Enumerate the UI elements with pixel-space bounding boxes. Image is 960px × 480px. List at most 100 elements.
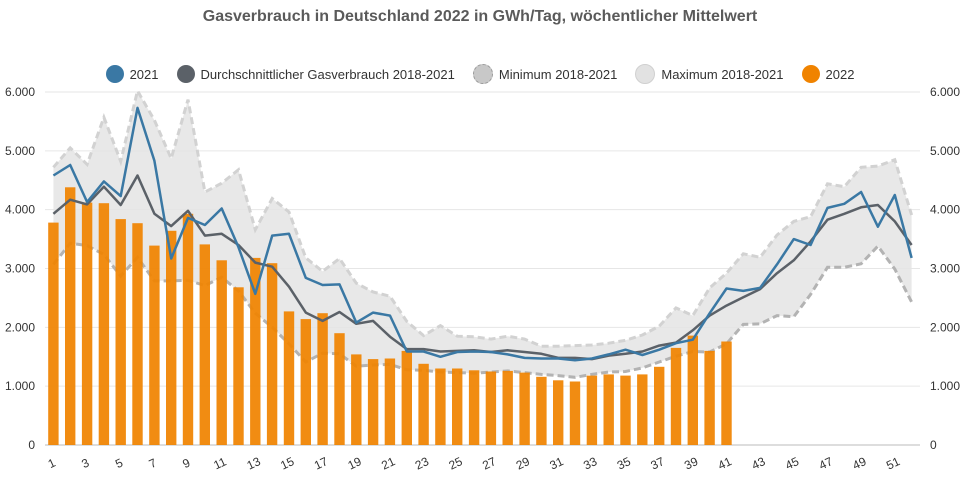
bar-2022-week-29 [519,372,530,445]
y-tick-label-right: 5.000 [930,144,960,158]
chart-legend: 2021 Durchschnittlicher Gasverbrauch 201… [0,64,960,84]
legend-label-maximum: Maximum 2018-2021 [661,66,784,82]
y-tick-label-left: 3.000 [5,262,35,276]
x-tick-label: 35 [615,454,633,472]
y-tick-label-left: 2.000 [5,320,35,334]
x-tick-label: 9 [180,455,192,471]
bar-2022-week-5 [115,219,126,445]
x-tick-label: 1 [46,455,58,471]
bar-2022-week-32 [569,381,581,445]
bar-2022-week-12 [233,287,244,445]
y-tick-label-left: 1.000 [5,379,35,393]
bar-2022-week-22 [401,350,412,445]
bar-2022-week-24 [435,368,446,445]
y-tick-label-left: 6.000 [5,85,35,99]
bar-2022-week-25 [452,368,463,445]
chart-title: Gasverbrauch in Deutschland 2022 in GWh/… [202,8,758,25]
bar-2022-week-10 [199,244,210,445]
legend-item-average[interactable]: Durchschnittlicher Gasverbrauch 2018-202… [176,64,455,84]
bar-2022-week-3 [81,202,93,445]
x-tick-label: 19 [346,454,364,472]
x-tick-label: 15 [278,454,296,472]
x-tick-label: 5 [113,455,125,471]
bar-2022-week-6 [132,223,143,445]
minimum-line [52,241,913,379]
line-2021 [52,106,913,362]
x-tick-label: 49 [850,454,868,472]
bar-2022-week-39 [687,335,698,445]
x-tick-label: 45 [783,454,801,472]
x-tick-label: 37 [648,454,666,472]
bar-2022-week-38 [670,347,682,445]
x-tick-label: 39 [682,454,700,472]
legend-item-2022[interactable]: 2022 [801,64,855,84]
bar-2022-week-14 [266,263,278,445]
bar-2022-week-17 [317,313,328,445]
x-tick-label: 27 [480,454,498,472]
y-tick-label-left: 5.000 [5,144,35,158]
legend-swatch-2022 [801,65,820,83]
legend-swatch-minimum [472,64,493,84]
y-tick-label-right: 2.000 [930,320,960,334]
bar-2022-week-4 [98,203,110,445]
bar-2022-week-41 [721,341,732,445]
y-tick-label-right: 0 [930,438,937,452]
bar-2022-week-31 [553,380,564,445]
x-tick-label: 21 [379,454,397,472]
bar-2022-week-28 [502,370,513,445]
legend-swatch-maximum [635,64,656,84]
bar-2022-week-36 [637,374,648,445]
x-tick-label: 25 [447,454,465,472]
y-tick-label-left: 4.000 [5,203,35,217]
legend-label-2022: 2022 [825,66,855,82]
x-tick-label: 7 [147,455,159,471]
bar-2022-week-30 [536,376,547,445]
y-tick-label-left: 0 [28,438,35,452]
bar-2022-week-21 [384,358,396,445]
bar-2022-week-35 [620,375,631,445]
bar-2022-week-13 [250,257,261,445]
x-tick-label: 31 [548,454,566,472]
bar-2022-week-26 [468,370,480,445]
x-tick-label: 41 [716,454,734,472]
x-tick-label: 33 [581,454,599,472]
bar-2022-week-16 [300,319,311,445]
bar-2022-week-33 [586,375,598,445]
x-tick-label: 51 [884,454,902,472]
legend-label-minimum: Minimum 2018-2021 [498,66,618,82]
bar-2022-week-20 [367,359,379,445]
bar-2022-week-9 [182,213,194,445]
bar-2022-week-7 [149,245,160,445]
legend-label-average: Durchschnittlicher Gasverbrauch 2018-202… [200,66,455,82]
legend-item-minimum[interactable]: Minimum 2018-2021 [472,64,618,84]
y-tick-label-right: 1.000 [930,379,960,393]
x-tick-label: 17 [312,454,330,472]
bar-2022-week-23 [418,363,429,445]
legend-item-2021[interactable]: 2021 [105,64,159,84]
y-tick-label-right: 3.000 [930,262,960,276]
bar-2022-week-37 [654,366,665,445]
legend-swatch-2021 [105,65,124,83]
x-tick-label: 23 [413,454,431,472]
bar-2022-week-34 [603,374,614,445]
bar-2022-week-11 [216,260,227,445]
y-tick-label-right: 4.000 [930,203,960,217]
x-tick-label: 43 [749,454,767,472]
bar-2022-week-19 [351,354,362,445]
x-tick-label: 11 [211,454,229,472]
bar-2022-week-27 [485,371,497,445]
maximum-line [52,86,914,348]
bar-2022-week-15 [283,311,295,445]
legend-item-maximum[interactable]: Maximum 2018-2021 [635,64,784,84]
x-tick-label: 29 [514,454,532,472]
bar-2022-week-40 [704,350,715,445]
x-tick-label: 47 [817,454,835,472]
bar-2022-week-2 [65,187,76,446]
x-tick-label: 3 [79,455,91,471]
legend-label-2021: 2021 [129,66,159,82]
legend-swatch-average [176,65,195,83]
bar-2022-week-1 [48,222,59,445]
y-tick-label-right: 6.000 [930,85,960,99]
